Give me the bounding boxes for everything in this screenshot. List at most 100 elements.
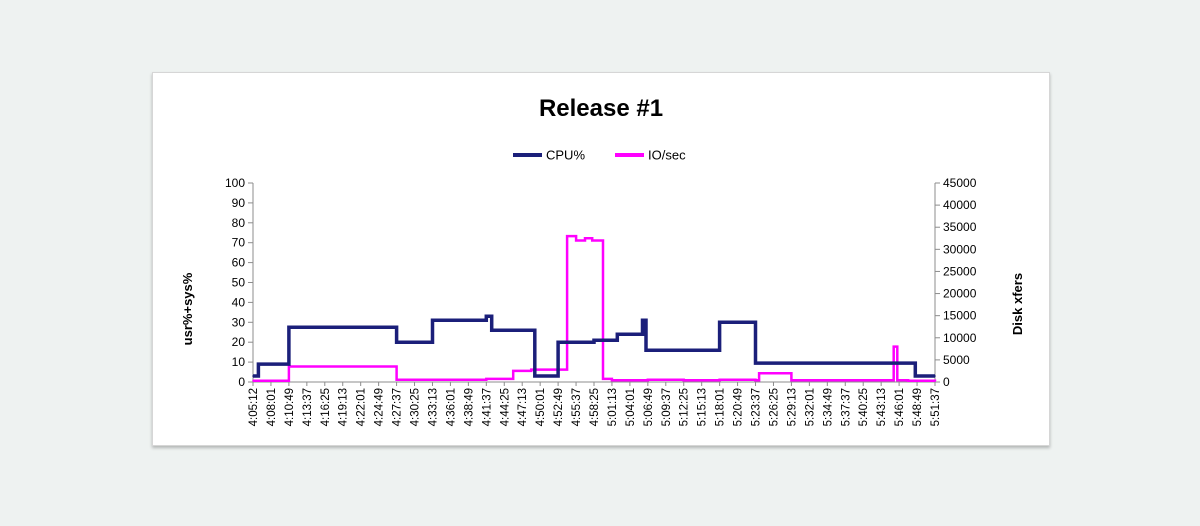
y-right-tick-label: 35000 [943, 220, 977, 234]
cpu-point [534, 375, 536, 377]
y-right-tick-label: 10000 [943, 331, 977, 345]
plot-area: 0 10 20 30 40 50 60 70 80 90 100 0 5000 10000 15000 200… [225, 176, 977, 426]
y-right-tick-label: 25000 [943, 264, 977, 278]
y-axis-left-title: usr%+sys% [180, 272, 195, 345]
io-point [252, 379, 254, 382]
x-tick-label: 5:09:37 [661, 388, 673, 426]
x-tick-label: 5:32:01 [804, 388, 816, 426]
cpu-point [934, 375, 936, 377]
x-tick-label: 4:30:25 [410, 388, 422, 426]
cpu-point [589, 341, 592, 344]
cpu-point [284, 363, 287, 365]
io-point [934, 380, 936, 382]
x-tick-label: 5:20:49 [733, 388, 745, 426]
y-left-tick-label: 20 [232, 335, 246, 349]
x-tick-label: 4:27:37 [392, 388, 404, 426]
io-point [647, 379, 649, 381]
io-point [284, 379, 287, 382]
cpu-point [645, 349, 647, 352]
io-point [826, 379, 829, 382]
x-tick-label: 4:22:01 [356, 388, 368, 426]
x-tick-label: 4:19:13 [338, 388, 350, 426]
x-tick-label: 5:18:01 [715, 388, 727, 426]
cpu-point [530, 329, 532, 332]
io-point [591, 239, 593, 242]
y-right-tick-label: 15000 [943, 309, 977, 323]
x-tick-label: 4:13:37 [302, 388, 314, 426]
cpu-point [638, 333, 640, 336]
chart-card: Release #1 CPU% IO/sec usr%+sys% Disk xf… [152, 72, 1050, 446]
y-left-tick-label: 50 [232, 276, 246, 290]
cpu-point [718, 321, 721, 324]
io-point [548, 368, 550, 371]
y-right-tick-label: 40000 [943, 198, 977, 212]
cpu-point [641, 319, 644, 322]
x-tick-label: 4:38:49 [463, 388, 475, 426]
cpu-point [616, 333, 619, 336]
y-left-tick-label: 90 [232, 196, 246, 210]
x-tick-label: 4:41:37 [481, 388, 493, 426]
y-axis-right-title: Disk xfers [1010, 273, 1025, 335]
legend-cpu-label: CPU% [546, 148, 585, 163]
io-point [485, 378, 488, 380]
io-point [566, 235, 568, 237]
x-tick-label: 4:52:49 [553, 388, 565, 426]
y-right-tick-label: 45000 [943, 176, 977, 190]
cpu-point [593, 339, 595, 342]
io-point [602, 378, 604, 380]
io-point [395, 379, 398, 381]
io-point [682, 379, 685, 382]
cpu-point [485, 315, 488, 318]
x-tick-label: 5:37:37 [840, 388, 852, 426]
y-left-tick-label: 0 [238, 375, 245, 389]
io-point [584, 237, 586, 240]
x-tick-label: 5:26:25 [768, 388, 780, 426]
x-tick-label: 5:01:13 [607, 388, 619, 426]
x-tick-label: 4:24:49 [374, 388, 386, 426]
cpu-point [490, 329, 493, 332]
chart-svg: Release #1 CPU% IO/sec usr%+sys% Disk xf… [180, 95, 1025, 426]
y-left-tick-label: 70 [232, 236, 246, 250]
x-tick-label: 5:29:13 [786, 388, 798, 426]
io-point [758, 372, 760, 375]
io-point [288, 365, 290, 368]
io-point [889, 379, 891, 382]
cpu-point [677, 349, 680, 352]
chart-title: Release #1 [539, 95, 663, 122]
io-point [530, 368, 532, 371]
y-left-tick-label: 60 [232, 256, 246, 270]
x-tick-label: 4:55:37 [571, 388, 583, 426]
y-right-tick-label: 30000 [943, 242, 977, 256]
x-tick-label: 4:47:13 [517, 388, 529, 426]
io-point [862, 379, 864, 382]
x-tick-label: 4:50:01 [535, 388, 547, 426]
y-left-tick-label: 40 [232, 295, 246, 309]
cpu-point [551, 375, 554, 377]
cpu-point [392, 326, 394, 329]
x-tick-label: 5:40:25 [858, 388, 870, 426]
cpu-point [711, 349, 714, 352]
cpu-series-line [253, 314, 935, 378]
legend: CPU% IO/sec [513, 148, 686, 163]
x-tick-label: 5:43:13 [876, 388, 888, 426]
io-point [431, 379, 434, 381]
io-point [392, 365, 394, 368]
x-tick-label: 5:12:25 [679, 388, 691, 426]
io-point [892, 345, 895, 348]
y-right-tick-label: 0 [943, 375, 950, 389]
io-point [907, 379, 909, 382]
io-point [754, 379, 757, 382]
cpu-point [428, 341, 430, 344]
legend-io-label: IO/sec [648, 148, 686, 163]
io-point [575, 239, 577, 242]
x-tick-label: 5:23:37 [751, 388, 763, 426]
cpu-point [395, 341, 398, 344]
x-tick-label: 5:48:49 [912, 388, 924, 426]
x-tick-label: 4:44:25 [499, 388, 511, 426]
cpu-point [252, 375, 254, 377]
x-tick-label: 4:33:13 [427, 388, 439, 426]
y-left-tick-label: 30 [232, 315, 246, 329]
cpu-point [754, 362, 757, 364]
x-tick-label: 5:51:37 [930, 388, 942, 426]
y-left-tick-label: 80 [232, 216, 246, 230]
